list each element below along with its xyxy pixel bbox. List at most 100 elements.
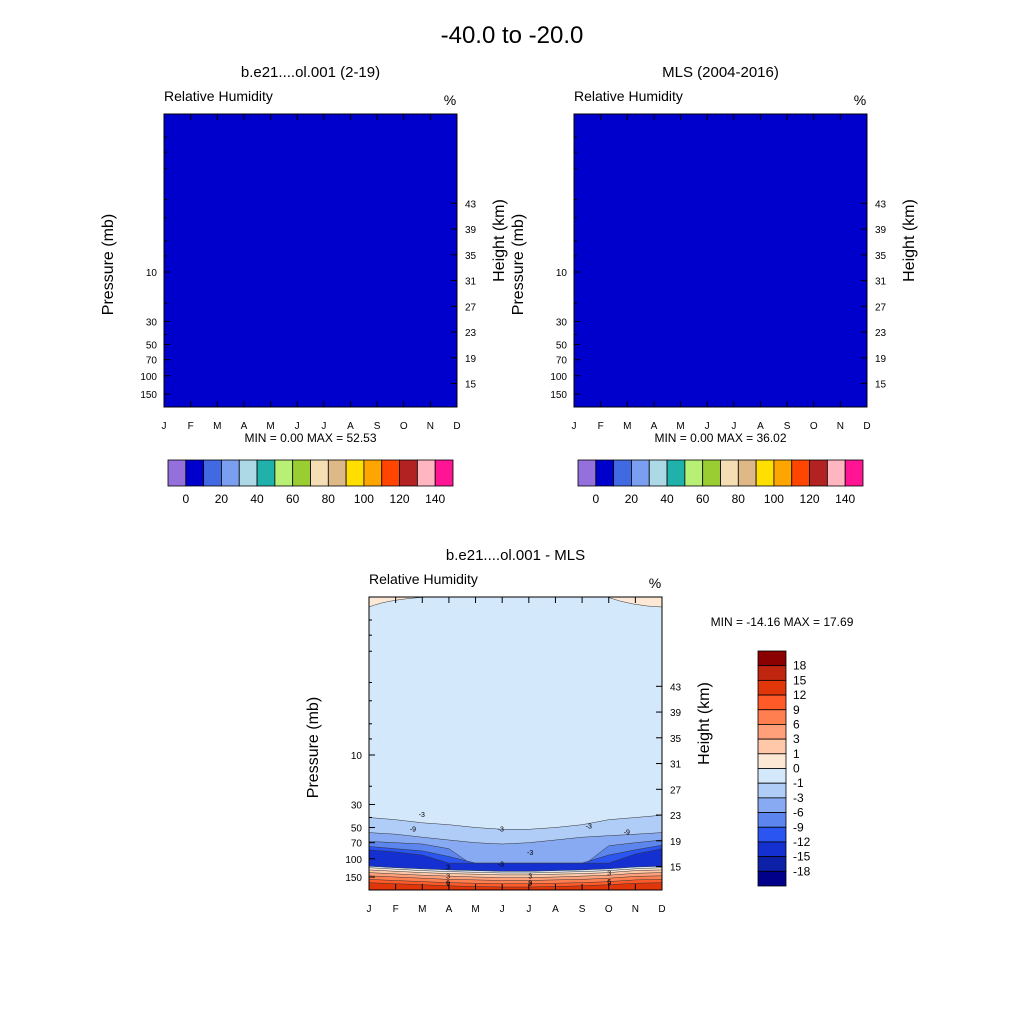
colorbar-swatch [702, 459, 721, 487]
x-tick-label: F [188, 421, 194, 432]
y2-tick-label: 27 [670, 785, 682, 796]
x-tick-label: M [266, 421, 274, 432]
panel-title: b.e21....ol.001 - MLS [446, 547, 585, 564]
left-string: Relative Humidity [369, 571, 478, 587]
colorbar-swatch [203, 459, 222, 487]
colorbar-swatch [791, 459, 810, 487]
colorbar-swatch [757, 650, 787, 667]
y2-tick-label: 43 [465, 199, 477, 210]
y2-tick-label: 43 [670, 682, 682, 693]
y-tick-label: 10 [351, 751, 363, 762]
y2-tick-label: 27 [465, 302, 477, 313]
x-tick-label: N [427, 421, 434, 432]
colorbar-swatch [292, 459, 311, 487]
y-tick-label: 30 [146, 318, 158, 329]
y2-tick-label: 39 [875, 225, 887, 236]
colorbar-swatch [221, 459, 240, 487]
colorbar-swatch [631, 459, 650, 487]
x-tick-label: M [418, 904, 426, 915]
x-tick-label: S [784, 421, 791, 432]
x-tick-label: J [500, 904, 505, 915]
x-tick-label: M [676, 421, 684, 432]
y-tick-label: 150 [550, 390, 567, 401]
contour-label: 3 [446, 864, 450, 871]
colorbar-label: 0 [793, 762, 800, 776]
colorbar-swatch [684, 459, 704, 487]
colorbar-label: 15 [793, 673, 807, 687]
y-tick-label: 30 [556, 318, 568, 329]
x-tick-label: J [526, 904, 531, 915]
colorbar-swatch [757, 738, 787, 755]
x-tick-label: M [213, 421, 221, 432]
y-tick-label: 100 [550, 372, 567, 383]
colorbar-label: 1 [793, 747, 800, 761]
y-tick-label: 100 [140, 372, 157, 383]
colorbar-swatch [613, 459, 632, 487]
x-tick-label: J [572, 421, 577, 432]
colorbar-label: 60 [286, 492, 300, 506]
contour-label: -9 [624, 829, 630, 836]
x-tick-label: N [837, 421, 844, 432]
y-tick-label: 10 [556, 268, 568, 279]
colorbar-label: 0 [182, 492, 189, 506]
contour-label: 3 [528, 873, 532, 880]
colorbar-swatch [416, 459, 436, 487]
colorbar-swatch [826, 459, 846, 487]
panels: b.e21....ol.001 (2-19) Relative Humidity%… [100, 64, 918, 915]
minmax-label: MIN = -14.16 MAX = 17.69 [711, 615, 854, 629]
colorbar-swatch [757, 709, 787, 725]
colorbar-swatch [737, 459, 757, 487]
contour-label: -3 [527, 850, 533, 857]
colorbar-label: 140 [835, 492, 855, 506]
colorbar-label: -15 [793, 850, 811, 864]
contour-fill-group [164, 114, 457, 407]
y-tick-label: 150 [345, 873, 362, 884]
colorbar-label: 120 [800, 492, 820, 506]
minmax-label: MIN = 0.00 MAX = 52.53 [244, 431, 376, 445]
colorbar-swatch [757, 841, 787, 858]
colorbar-label: 60 [696, 492, 710, 506]
colorbar-label: 80 [732, 492, 746, 506]
x-tick-label: O [400, 421, 408, 432]
colorbar-swatch [381, 459, 400, 487]
colorbar-swatch [648, 459, 668, 487]
y2-tick-label: 35 [465, 251, 477, 262]
panel-title: b.e21....ol.001 (2-19) [241, 64, 380, 81]
x-tick-label: J [367, 904, 372, 915]
colorbar-label: 100 [764, 492, 784, 506]
colorbar-label: 6 [793, 717, 800, 731]
contour-label: -3 [498, 826, 504, 833]
contour-fill-group [574, 114, 867, 407]
colorbar-label: 140 [425, 492, 445, 506]
colorbar-label: 18 [793, 659, 807, 673]
minmax-label: MIN = 0.00 MAX = 36.02 [654, 431, 786, 445]
left-string: Relative Humidity [574, 88, 683, 104]
y2-tick-label: 19 [465, 354, 477, 365]
y2-tick-label: 35 [670, 734, 682, 745]
panel-1: b.e21....ol.001 (2-19) Relative Humidity%… [100, 64, 508, 506]
colorbar-swatch [809, 459, 828, 487]
y2-axis-label: Height (km) [901, 199, 918, 282]
x-tick-label: J [321, 421, 326, 432]
colorbar-swatch [773, 459, 793, 487]
contour-label: -3 [419, 812, 425, 819]
colorbar-swatch [167, 459, 187, 487]
x-tick-label: A [347, 421, 354, 432]
contour-label: 6 [607, 879, 611, 886]
colorbar-label: -1 [793, 776, 804, 790]
x-tick-label: A [446, 904, 453, 915]
y-tick-label: 50 [556, 341, 568, 352]
y-axis-label: Pressure (mb) [100, 214, 117, 315]
y-tick-label: 70 [351, 839, 363, 850]
colorbar-swatch [577, 459, 597, 487]
colorbar-label: -18 [793, 864, 811, 878]
y2-tick-label: 15 [875, 380, 887, 391]
contour-label: 6 [446, 881, 450, 888]
colorbar-swatch [757, 782, 787, 799]
y2-tick-label: 35 [875, 251, 887, 262]
y2-tick-label: 23 [465, 328, 477, 339]
y2-tick-label: 23 [875, 328, 887, 339]
colorbar-label: 3 [793, 732, 800, 746]
colorbar-label: 20 [215, 492, 229, 506]
